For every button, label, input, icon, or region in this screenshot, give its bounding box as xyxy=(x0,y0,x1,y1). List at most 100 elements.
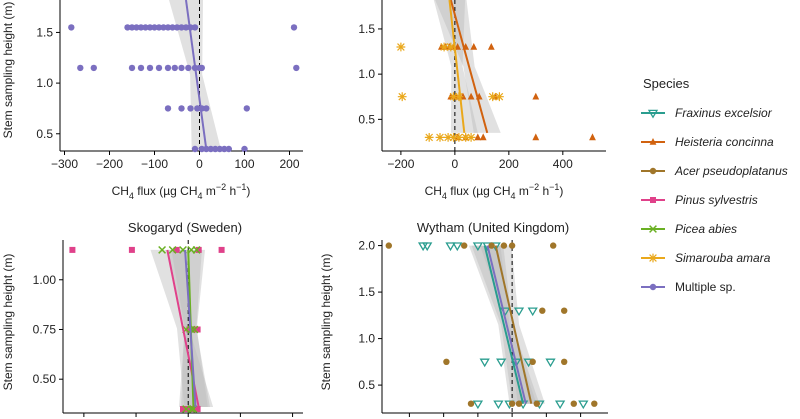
p1-point-0-33 xyxy=(178,105,185,112)
legend-item-6: Multiple sp. xyxy=(641,280,736,294)
p3-point-0-5 xyxy=(186,326,193,333)
p1-point-0-1 xyxy=(124,24,131,31)
p2-point-0-20 xyxy=(589,133,596,141)
p2-y-tick-label-2: 1.5 xyxy=(358,22,375,36)
p1-x-axis-label: CH4 flux (µg CH4 m−2 h−1) xyxy=(112,182,251,201)
p2-x-tick-label-3: 400 xyxy=(553,157,573,171)
p4-y-tick-label-0: 0.5 xyxy=(358,378,375,392)
p2-x-tick-label-2: 200 xyxy=(499,157,519,171)
p1-point-0-38 xyxy=(243,105,250,112)
legend-label-6: Multiple sp. xyxy=(675,280,736,294)
p2-point-0-11 xyxy=(467,92,475,100)
p1-point-0-0 xyxy=(68,24,75,31)
p4-point-0-3 xyxy=(452,242,463,252)
p3-point-0-3 xyxy=(195,246,202,253)
p2-confidence-band-0 xyxy=(435,0,501,133)
legend: Species Fraxinus excelsior Heisteria conc… xyxy=(641,76,788,294)
p3-title: Skogaryd (Sweden) xyxy=(128,220,242,235)
p1-point-0-25 xyxy=(171,64,178,72)
p2-point-1-2 xyxy=(446,42,456,52)
p2-point-1-7 xyxy=(495,92,504,102)
p3-point-0-9 xyxy=(185,406,192,412)
panel-top-left: −300 −200 −100 0 100 200 0.5 1.0 1.5 CH4 flux (… xyxy=(1,0,303,201)
p1-x-tick-label-1: −200 xyxy=(96,157,123,171)
p1-x-tick-label-5: 200 xyxy=(279,157,299,171)
p1-point-0-34 xyxy=(187,105,194,112)
p2-x-tick-label-1: 0 xyxy=(452,157,459,171)
p4-point-0-14 xyxy=(545,358,556,368)
p3-confidence-band-0 xyxy=(150,249,214,407)
legend-swatch-marker-3 xyxy=(650,197,656,203)
p2-point-1-14 xyxy=(466,133,476,142)
p4-point-0-21 xyxy=(578,400,589,410)
p1-point-0-17 xyxy=(290,24,298,31)
p2-point-1-9 xyxy=(435,133,445,142)
p4-point-0-9 xyxy=(527,307,538,317)
p1-trend-line-0 xyxy=(185,0,208,150)
p2-point-1-6 xyxy=(488,92,498,102)
p4-point-0-1 xyxy=(422,242,433,252)
p2-point-0-17 xyxy=(474,133,482,141)
p4-point-1-0 xyxy=(385,242,392,249)
p4-point-1-14 xyxy=(533,400,540,407)
p1-point-0-37 xyxy=(203,105,210,112)
legend-item-5: Simarouba amara xyxy=(641,251,771,265)
p2-point-0-19 xyxy=(532,133,540,141)
p1-point-0-39 xyxy=(191,145,199,153)
p2-point-1-4 xyxy=(449,92,458,102)
p3-point-1-0 xyxy=(158,245,167,254)
p4-point-1-5 xyxy=(550,242,557,249)
p4-point-0-4 xyxy=(472,242,484,252)
legend-swatch-marker-5 xyxy=(648,253,658,263)
p3-point-0-2 xyxy=(173,246,180,253)
panel-bottom-right: Wytham (United Kingdom) 0.5 1.0 1.5 2.0 Ste… xyxy=(319,220,608,417)
p4-point-1-8 xyxy=(443,358,450,365)
legend-swatch-marker-4 xyxy=(649,225,657,233)
p1-y-tick-label-2: 1.5 xyxy=(36,25,53,39)
p3-point-0-8 xyxy=(180,406,186,412)
p3-y-axis-label: Stem sampling height (m) xyxy=(1,254,15,391)
p3-point-0-7 xyxy=(194,326,201,333)
legend-label-0: Fraxinus excelsior xyxy=(675,106,773,120)
p4-point-0-20 xyxy=(554,400,566,410)
p2-point-1-12 xyxy=(454,133,464,142)
p4-point-1-7 xyxy=(561,307,568,314)
legend-label-4: Picea abies xyxy=(675,222,737,236)
p4-point-1-13 xyxy=(515,400,523,407)
p3-point-0-1 xyxy=(128,246,135,253)
p1-point-0-43 xyxy=(212,145,219,153)
p4-y-tick-label-2: 1.5 xyxy=(358,285,375,299)
p4-point-1-10 xyxy=(561,358,568,365)
p3-y-tick-label-0: 0.50 xyxy=(33,372,57,386)
p1-point-0-7 xyxy=(151,24,158,31)
panel-bottom-left: Skogaryd (Sweden) 0.50 0.75 1.00 Stem samp… xyxy=(1,220,303,417)
p3-point-1-4 xyxy=(192,245,201,254)
p2-point-1-11 xyxy=(449,133,458,142)
p4-point-0-11 xyxy=(496,358,507,368)
p1-point-0-45 xyxy=(221,145,228,153)
p2-point-0-6 xyxy=(470,43,478,50)
p2-point-0-14 xyxy=(532,92,540,100)
p1-y-tick-label-1: 1.0 xyxy=(36,76,53,90)
p1-point-0-40 xyxy=(198,145,205,153)
legend-swatch-marker-6 xyxy=(649,283,657,291)
p2-x-axis-label: CH4 flux (µg CH4 m−2 h−1) xyxy=(425,182,564,201)
p4-point-1-12 xyxy=(508,400,516,407)
p3-point-0-0 xyxy=(69,246,76,253)
p4-point-0-16 xyxy=(493,400,504,410)
p2-point-0-4 xyxy=(454,43,461,50)
p4-y-tick-label-1: 1.0 xyxy=(358,332,375,346)
p1-point-0-13 xyxy=(178,24,185,31)
p4-confidence-band-0 xyxy=(468,245,537,404)
p2-point-1-8 xyxy=(424,133,434,142)
p4-point-1-4 xyxy=(508,242,516,249)
p4-point-1-11 xyxy=(467,400,475,407)
legend-label-3: Pinus sylvestris xyxy=(675,193,758,207)
p3-point-0-4 xyxy=(218,246,225,253)
p1-point-0-32 xyxy=(164,105,172,112)
p4-point-0-10 xyxy=(479,358,490,368)
p1-point-0-41 xyxy=(203,145,210,153)
p3-point-1-1 xyxy=(168,245,177,254)
p1-point-0-44 xyxy=(216,145,223,153)
